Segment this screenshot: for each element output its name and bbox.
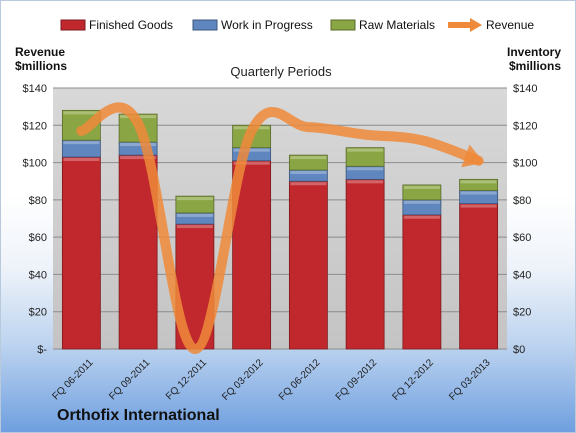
right-tick-label: $60 bbox=[513, 232, 531, 244]
bar-work-in-progress bbox=[402, 199, 442, 216]
bar-work-in-progress bbox=[61, 139, 101, 158]
bar-highlight bbox=[290, 182, 327, 186]
right-tick-label: $120 bbox=[513, 120, 537, 132]
right-axis-ticks: $0 $20 $40 $60 $80 $100 $120 $140 bbox=[513, 83, 537, 356]
right-tick-label: $100 bbox=[513, 158, 537, 170]
bar-highlight bbox=[403, 200, 440, 204]
category-label: FQ 09-2011 bbox=[107, 357, 152, 402]
right-tick-label: $0 bbox=[513, 344, 525, 356]
bar-highlight bbox=[120, 143, 157, 147]
bar-highlight bbox=[460, 180, 497, 184]
bar-highlight bbox=[347, 167, 384, 171]
bar-highlight bbox=[233, 148, 270, 152]
left-tick-label: $- bbox=[37, 344, 47, 356]
right-tick-label: $80 bbox=[513, 195, 531, 207]
axis-title-line: Revenue bbox=[15, 45, 65, 59]
bar-work-in-progress bbox=[175, 212, 215, 225]
company-name: Orthofix International bbox=[57, 407, 220, 424]
bar-highlight bbox=[176, 197, 213, 201]
revenue-line bbox=[76, 102, 484, 354]
left-tick-label: $60 bbox=[29, 232, 47, 244]
plot-area bbox=[53, 87, 507, 354]
bar-highlight bbox=[63, 111, 100, 115]
bar-segment bbox=[345, 178, 385, 350]
bar-highlight bbox=[63, 141, 100, 145]
bar-raw-materials bbox=[459, 178, 499, 191]
axis-title-line: $millions bbox=[509, 59, 561, 73]
category-label: FQ 09-2012 bbox=[334, 357, 380, 403]
bar-segment bbox=[459, 203, 499, 350]
legend-item-raw-materials: Raw Materials bbox=[330, 18, 435, 32]
right-tick-label: $140 bbox=[513, 83, 537, 95]
chart-title: Quarterly Periods bbox=[230, 64, 332, 79]
bar-highlight bbox=[460, 191, 497, 195]
bar-highlight bbox=[403, 215, 440, 219]
right-axis-label: Inventory$millions bbox=[507, 45, 561, 73]
category-label: FQ 06-2012 bbox=[277, 357, 323, 403]
bar-highlight bbox=[290, 156, 327, 160]
bar-work-in-progress bbox=[288, 169, 328, 182]
x-axis-ticks: FQ 06-2011 FQ 09-2011 FQ 12-2011 FQ 03-2012… bbox=[51, 357, 494, 403]
legend-item-finished-goods: Finished Goods bbox=[60, 18, 173, 32]
legend-swatch bbox=[192, 19, 218, 31]
bar-highlight bbox=[120, 156, 157, 160]
bar-raw-materials bbox=[175, 195, 215, 214]
category-label: FQ 06-2011 bbox=[51, 357, 96, 402]
legend-label: Work in Progress bbox=[221, 18, 313, 32]
left-tick-label: $140 bbox=[23, 83, 47, 95]
category-label: FQ 03-2013 bbox=[447, 357, 493, 403]
category-label: FQ 12-2012 bbox=[390, 357, 436, 403]
bar-finished-goods bbox=[345, 178, 385, 350]
legend-swatch bbox=[60, 19, 86, 31]
bar-finished-goods bbox=[288, 180, 328, 350]
left-tick-label: $40 bbox=[29, 269, 47, 281]
bar-segment bbox=[61, 156, 101, 350]
legend: Finished Goods Work in Progress Raw Materi… bbox=[60, 18, 534, 32]
bar-raw-materials bbox=[345, 147, 385, 167]
revenue-arrowhead bbox=[461, 144, 485, 168]
legend-label: Revenue bbox=[486, 18, 534, 32]
bar-finished-goods bbox=[402, 214, 442, 350]
bar-highlight bbox=[347, 148, 384, 152]
left-axis-ticks: $- $20 $40 $60 $80 $100 $120 $140 bbox=[23, 83, 48, 356]
bar-finished-goods bbox=[61, 156, 101, 350]
legend-item-revenue: Revenue bbox=[448, 18, 534, 32]
bar-segment bbox=[402, 214, 442, 350]
bar-raw-materials bbox=[288, 154, 328, 171]
right-tick-label: $20 bbox=[513, 307, 531, 319]
legend-label: Raw Materials bbox=[359, 18, 435, 32]
bar-highlight bbox=[63, 157, 100, 161]
bar-highlight bbox=[403, 185, 440, 189]
bar-highlight bbox=[176, 225, 213, 229]
bar-finished-goods bbox=[459, 203, 499, 350]
left-tick-label: $100 bbox=[23, 158, 47, 170]
left-tick-label: $120 bbox=[23, 120, 47, 132]
bar-segment bbox=[288, 180, 328, 350]
bar-highlight bbox=[290, 171, 327, 175]
axis-title-line: $millions bbox=[15, 59, 67, 73]
category-label: FQ 12-2011 bbox=[164, 357, 209, 402]
bar-highlight bbox=[233, 161, 270, 165]
category-label: FQ 03-2012 bbox=[220, 357, 266, 403]
legend-item-work-in-progress: Work in Progress bbox=[192, 18, 313, 32]
bar-highlight bbox=[347, 180, 384, 184]
left-tick-label: $80 bbox=[29, 195, 47, 207]
bar-work-in-progress bbox=[459, 190, 499, 204]
bar-segment bbox=[175, 195, 215, 214]
axis-title-line: Inventory bbox=[507, 45, 561, 59]
bar-segment bbox=[345, 147, 385, 167]
bar-highlight bbox=[460, 204, 497, 208]
right-tick-label: $40 bbox=[513, 269, 531, 281]
bar-raw-materials bbox=[402, 184, 442, 201]
bar-segment bbox=[459, 178, 499, 191]
bar-work-in-progress bbox=[345, 165, 385, 180]
legend-label: Finished Goods bbox=[89, 18, 173, 32]
left-tick-label: $20 bbox=[29, 307, 47, 319]
legend-swatch bbox=[330, 19, 356, 31]
bar-highlight bbox=[176, 213, 213, 217]
left-axis-label: Revenue$millions bbox=[15, 45, 67, 73]
legend-swatch-arrow bbox=[470, 18, 482, 32]
